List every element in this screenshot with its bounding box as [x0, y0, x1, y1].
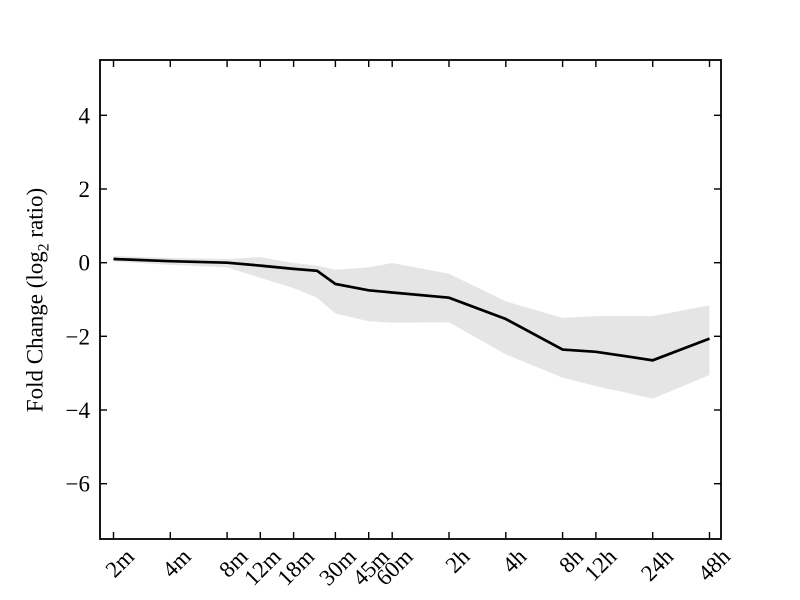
y-tick-label: −4 — [66, 398, 91, 423]
y-tick-label: 2 — [79, 177, 91, 202]
y-axis-label-post: ratio) — [22, 187, 48, 244]
y-axis-label-subscript: 2 — [35, 243, 53, 252]
x-tick-label: 4h — [497, 544, 531, 578]
mean-line — [113, 257, 710, 362]
x-tick-label: 18m — [273, 544, 320, 591]
plot-frame — [99, 59, 722, 540]
x-tick-label: 12h — [579, 544, 621, 586]
x-tick-label: 2h — [441, 544, 475, 578]
y-tick-label: 4 — [79, 103, 91, 128]
y-axis-label-pre: Fold Change (log — [22, 251, 48, 413]
y-tick-label: −2 — [66, 324, 90, 349]
y-tick-label: −6 — [66, 472, 90, 497]
x-tick-label: 2m — [101, 544, 140, 583]
axis-ticks — [100, 60, 721, 539]
x-tick-label: 48h — [693, 544, 735, 586]
x-tick-label: 24h — [636, 544, 678, 586]
confidence-band — [113, 256, 710, 399]
y-tick-labels: 4 2 0 −2 −4 −6 — [66, 103, 91, 496]
x-tick-label: 4m — [157, 544, 196, 583]
y-tick-label: 0 — [79, 251, 91, 276]
y-axis-label: Fold Change (log2 ratio) — [23, 188, 54, 412]
